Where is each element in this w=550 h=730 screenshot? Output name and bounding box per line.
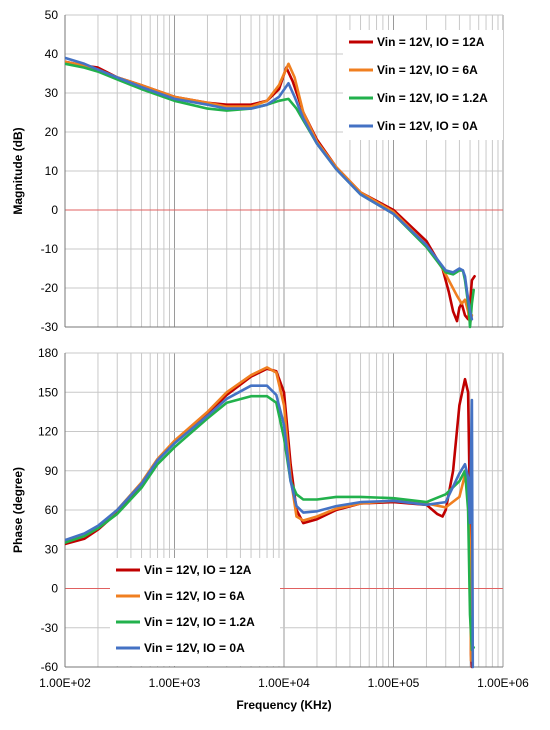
- y-axis-title: Magnitude (dB): [11, 127, 25, 214]
- legend: Vin = 12V, IO = 12A Vin = 12V, IO = 6A Vin…: [110, 558, 280, 666]
- series-line-4: [65, 384, 475, 669]
- legend-label: Vin = 12V, IO = 1.2A: [377, 91, 488, 105]
- x-axis-title: Frequency (KHz): [236, 698, 331, 712]
- y-tick-label: -20: [41, 281, 59, 295]
- y-tick-label: -30: [41, 320, 59, 334]
- y-tick-label: 150: [38, 385, 58, 399]
- x-tick-label: 1.00E+02: [39, 676, 91, 690]
- legend-label: Vin = 12V, IO = 6A: [377, 63, 478, 77]
- y-tick-label: 50: [45, 8, 59, 22]
- legend-label: Vin = 12V, IO = 6A: [144, 589, 245, 603]
- y-tick-label: 20: [45, 125, 59, 139]
- series-line-3: [65, 394, 475, 652]
- legend: Vin = 12V, IO = 12A Vin = 12V, IO = 6A Vin…: [343, 30, 503, 140]
- y-tick-label: 30: [45, 542, 59, 556]
- legend-label: Vin = 12V, IO = 1.2A: [144, 615, 255, 629]
- y-tick-label: 10: [45, 164, 59, 178]
- x-tick-label: 1.00E+03: [149, 676, 201, 690]
- x-tick-label: 1.00E+04: [258, 676, 310, 690]
- y-tick-label: 180: [38, 346, 58, 360]
- y-tick-label: 0: [51, 203, 58, 217]
- y-tick-label: -30: [41, 621, 59, 635]
- y-tick-label: 60: [45, 503, 59, 517]
- legend-label: Vin = 12V, IO = 12A: [144, 563, 252, 577]
- series-line-4: [65, 56, 474, 321]
- y-tick-label: -10: [41, 242, 59, 256]
- series-line-2: [65, 60, 474, 325]
- legend-box: [343, 30, 503, 140]
- legend-label: Vin = 12V, IO = 12A: [377, 35, 485, 49]
- x-tick-label: 1.00E+06: [477, 676, 529, 690]
- y-tick-label: 30: [45, 86, 59, 100]
- y-axis-title: Phase (degree): [11, 467, 25, 553]
- y-tick-label: 40: [45, 47, 59, 61]
- legend-label: Vin = 12V, IO = 0A: [377, 119, 478, 133]
- y-tick-label: 0: [51, 582, 58, 596]
- phase-chart: -60 -30 0 30 60 90 120 150 180 1.00E+02 1.00E+03 1.…: [11, 346, 529, 712]
- x-tick-label: 1.00E+05: [368, 676, 420, 690]
- magnitude-chart: -30 -20 -10 0 10 20 30 40 50 Magnitude (dB) Vin = …: [11, 8, 504, 334]
- y-tick-label: 90: [45, 464, 59, 478]
- y-tick-label: -60: [41, 660, 59, 674]
- legend-label: Vin = 12V, IO = 0A: [144, 641, 245, 655]
- y-tick-label: 120: [38, 425, 58, 439]
